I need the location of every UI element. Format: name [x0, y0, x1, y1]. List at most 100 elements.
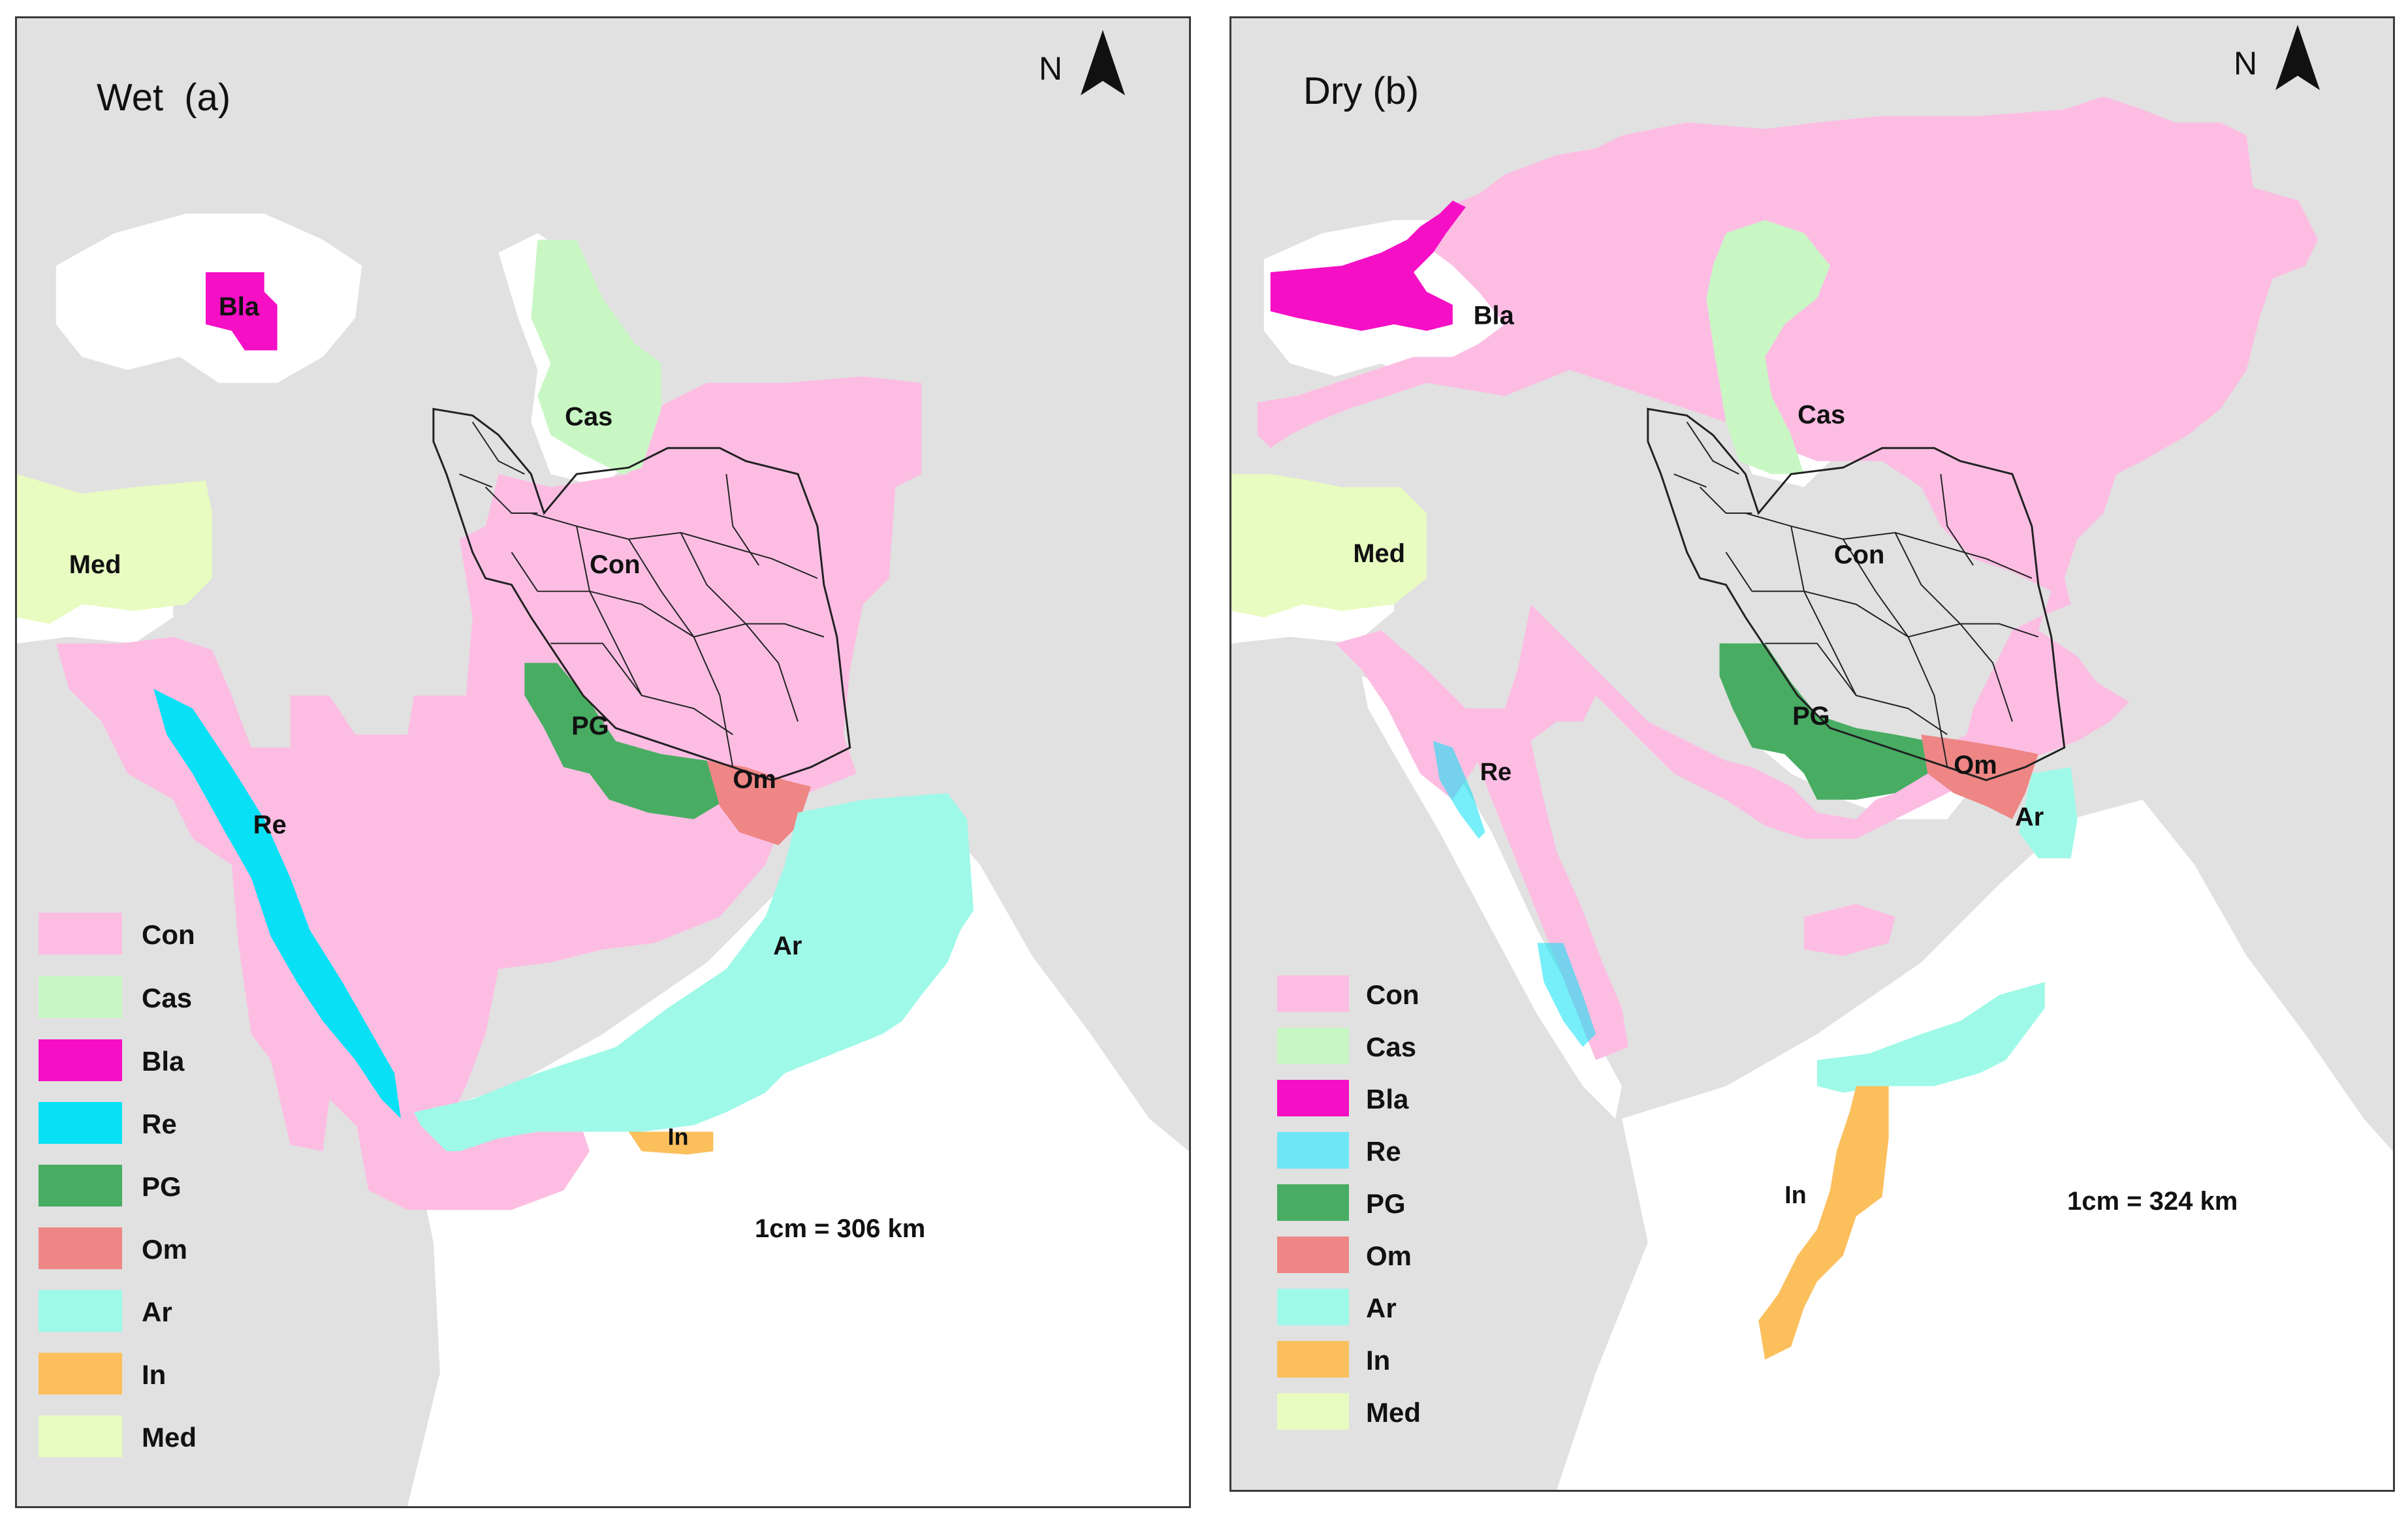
north-label: N: [1039, 50, 1063, 87]
region-bla-wet: [206, 272, 277, 351]
north-arrow-icon: [2275, 25, 2320, 90]
legend-swatch: [1277, 1341, 1349, 1378]
legend-label: Cas: [142, 983, 193, 1013]
legend-label: Bla: [1366, 1084, 1409, 1114]
iran-province-lines: [459, 421, 825, 768]
legend-label: Con: [142, 919, 195, 950]
legend-item: Con: [39, 913, 261, 958]
legend-item: Ar: [1277, 1289, 1499, 1334]
region-ar-wet: [413, 793, 974, 1152]
legend-item: PG: [1277, 1184, 1499, 1230]
legend-swatch: [1277, 1237, 1349, 1273]
region-med-dry: [1231, 474, 1427, 618]
legend-swatch: [39, 976, 122, 1018]
legend-label: Ar: [1366, 1293, 1397, 1323]
map-label-re: Re: [253, 811, 287, 840]
region-in-dry: [1758, 1086, 1889, 1360]
scale-note: 1cm = 324 km: [2067, 1187, 2238, 1216]
map-label-con: Con: [1834, 541, 1884, 569]
region-bla-dry: [1270, 200, 1466, 331]
map-label-con: Con: [590, 550, 640, 579]
iran-outline: [1647, 407, 2066, 781]
legend-swatch: [39, 1227, 122, 1269]
map-dry: Bla Cas Med Con PG Om Re Ar In: [1231, 96, 2393, 1490]
legend-item: Bla: [39, 1039, 261, 1085]
north-arrow-icon: [1081, 30, 1125, 95]
region-med-wet: [17, 474, 213, 624]
region-re-dry-2: [1537, 943, 1596, 1047]
iran-outline: [432, 407, 851, 781]
legend-item: Bla: [1277, 1080, 1499, 1126]
legend-item: In: [1277, 1341, 1499, 1387]
legend-item: In: [39, 1353, 261, 1398]
region-in-wet: [628, 1131, 714, 1155]
legend-swatch: [1277, 1028, 1349, 1064]
scale-note: 1cm = 306 km: [755, 1214, 926, 1243]
region-cas-wet: [531, 240, 661, 475]
legend-swatch: [1277, 975, 1349, 1012]
legend-swatch: [39, 1353, 122, 1395]
legend-swatch: [1277, 1393, 1349, 1430]
map-label-in: In: [1784, 1182, 1807, 1209]
legend-item: Om: [1277, 1237, 1499, 1282]
region-con-wet: [55, 376, 922, 1191]
arabian-sea: [407, 806, 1189, 1506]
region-ar-dry-2: [1816, 982, 2045, 1093]
legend-swatch: [39, 913, 122, 954]
legend-swatch: [1277, 1289, 1349, 1325]
region-ar-dry: [2018, 766, 2078, 859]
legend-swatch: [39, 1039, 122, 1081]
map-label-med: Med: [1353, 539, 1405, 568]
map-label-bla: Bla: [1474, 302, 1515, 330]
map-label-cas: Cas: [565, 402, 612, 431]
legend-item: Cas: [1277, 1028, 1499, 1073]
map-label-om: Om: [1954, 751, 1997, 780]
region-con-dry-patch: [1804, 904, 1895, 956]
legend-label: Bla: [142, 1046, 185, 1077]
region-con-wet-south: [355, 1112, 590, 1210]
legend-label: Om: [142, 1234, 188, 1265]
legend-swatch: [1277, 1184, 1349, 1221]
map-label-bla: Bla: [219, 292, 260, 321]
legend-label: PG: [1366, 1188, 1406, 1219]
map-label-ar: Ar: [2015, 803, 2044, 832]
north-arrow: N: [1039, 25, 1137, 97]
legend-swatch: [39, 1165, 122, 1206]
legend-swatch: [39, 1102, 122, 1144]
map-wet: Bla Cas Med Con PG Om Re Ar In: [17, 213, 1189, 1506]
legend-item: Cas: [39, 976, 261, 1022]
region-om-wet: [706, 761, 811, 845]
legend-item: Om: [39, 1227, 261, 1273]
legend-item: Med: [39, 1415, 261, 1461]
iran-province-lines: [1673, 421, 2039, 768]
legend-item: Re: [1277, 1132, 1499, 1178]
legend-item: Con: [1277, 975, 1499, 1021]
map-label-re: Re: [1480, 759, 1512, 786]
map-panel-wet: Bla Cas Med Con PG Om Re Ar In Wet (a) N…: [15, 16, 1191, 1508]
legend-label: Om: [1366, 1240, 1412, 1271]
region-pg-wet: [524, 663, 727, 819]
legend-label: Med: [142, 1422, 197, 1453]
legend-swatch: [39, 1415, 122, 1457]
region-re-wet: [153, 689, 402, 1119]
legend-swatch: [1277, 1080, 1349, 1116]
legend-label: In: [1366, 1345, 1391, 1376]
region-re-dry: [1433, 741, 1485, 839]
legend-label: Cas: [1366, 1032, 1417, 1062]
map-label-in: In: [668, 1124, 689, 1150]
legend-label: Ar: [142, 1297, 172, 1327]
north-label: N: [2234, 45, 2258, 82]
map-label-om: Om: [733, 765, 776, 794]
legend-swatch: [1277, 1132, 1349, 1169]
arabian-sea: [1557, 799, 2393, 1490]
legend-item: Re: [39, 1102, 261, 1148]
region-con-dry: [1257, 96, 2319, 1060]
legend-label: In: [142, 1359, 166, 1390]
map-panel-dry: Bla Cas Med Con PG Om Re Ar In Dry (b) N…: [1229, 16, 2395, 1492]
legend-item: Ar: [39, 1290, 261, 1336]
panel-title: Dry (b): [1303, 70, 1419, 112]
region-cas-dry: [1706, 220, 1830, 475]
legend-label: Med: [1366, 1397, 1421, 1428]
red-sea: [1361, 676, 1622, 1119]
map-label-pg: PG: [571, 712, 609, 740]
